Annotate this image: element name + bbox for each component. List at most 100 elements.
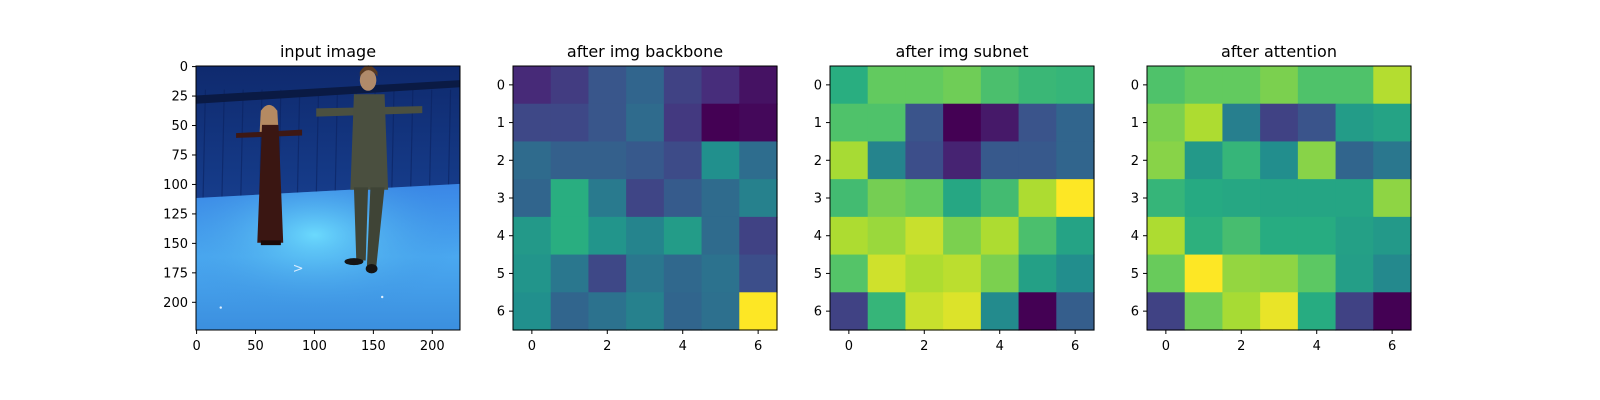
- heatmap-cell: [1184, 254, 1224, 293]
- panel-title: after attention: [1221, 42, 1337, 61]
- heatmap-cell: [550, 103, 590, 143]
- heatmap-cell: [1147, 103, 1186, 143]
- heatmap-cell: [701, 141, 740, 180]
- heatmap-cell: [943, 292, 982, 331]
- x-tick-label: 200: [420, 339, 445, 354]
- wall-fold: [296, 89, 301, 199]
- y-tick-label: 0: [497, 78, 505, 93]
- heatmap-cell: [830, 141, 869, 180]
- heatmap-cell: [663, 179, 703, 218]
- wall-fold: [202, 89, 207, 199]
- heatmap-cell: [1222, 216, 1261, 256]
- heatmap-cell: [588, 66, 627, 105]
- heatmap-cell: [1056, 141, 1095, 180]
- heatmap-cell: [626, 254, 665, 293]
- heatmap-cell: [1056, 66, 1095, 105]
- heatmap-cell: [1335, 216, 1374, 256]
- heatmap-cells: [1147, 66, 1412, 331]
- heatmap-cell: [1335, 103, 1374, 143]
- axes: 0 50 100 150 200 0 25 50 75 100 125 150 175 200: [163, 60, 461, 354]
- x-tick-label: 150: [361, 339, 386, 354]
- heatmap-cell: [513, 103, 552, 143]
- heatmap-cell: [1018, 103, 1057, 143]
- heatmap-cell: [1056, 292, 1095, 331]
- x-tick-label: 0: [192, 339, 200, 354]
- heatmap-cell: [1260, 141, 1299, 180]
- heatmap-cell: [905, 216, 944, 256]
- heatmap-cell: [905, 254, 944, 293]
- y-tick-label: 5: [497, 267, 505, 282]
- y-tick-label: 6: [814, 305, 822, 320]
- x-tick-label: 100: [302, 339, 327, 354]
- x-tick-label: 4: [1313, 339, 1321, 354]
- heatmap-cell: [1018, 179, 1057, 218]
- heatmap-cell: [1373, 216, 1412, 256]
- y-tick-label: 6: [497, 305, 505, 320]
- y-tick-label: 3: [1131, 192, 1139, 207]
- y-tick-label: 100: [163, 178, 188, 193]
- y-tick-label: 125: [163, 207, 188, 222]
- heatmap-cell: [1260, 179, 1299, 218]
- x-tick-label: 6: [1071, 339, 1079, 354]
- y-tick-label: 4: [497, 229, 505, 244]
- panel-after-attention: after attention 0 2 4 6 0 1 2 3 4 5 6: [1131, 42, 1412, 354]
- heatmap-cell: [1184, 66, 1224, 105]
- heatmap-cell: [739, 292, 778, 331]
- heatmap-cell: [1373, 292, 1412, 331]
- heatmap-cell: [1335, 254, 1374, 293]
- panel-after-img-backbone: after img backbone 0 2 4 6 0 1 2 3 4 5 6: [497, 42, 778, 354]
- panel-title: after img backbone: [567, 42, 723, 61]
- heatmap-cell: [1260, 216, 1299, 256]
- heatmap-cell: [980, 141, 1020, 180]
- heatmap-cell: [1184, 292, 1224, 331]
- heatmap-cell: [626, 66, 665, 105]
- y-tick-label: 3: [497, 192, 505, 207]
- heatmap-cell: [701, 66, 740, 105]
- y-tick-label: 5: [814, 267, 822, 282]
- y-tick-label: 2: [814, 154, 822, 169]
- x-tick-label: 2: [603, 339, 611, 354]
- heatmap-cell: [1184, 216, 1224, 256]
- heatmap-cell: [739, 103, 778, 143]
- y-tick-label: 2: [1131, 154, 1139, 169]
- heatmap-cell: [943, 103, 982, 143]
- panel-title: input image: [280, 42, 376, 61]
- heatmap-cell: [513, 216, 552, 256]
- heatmap-cell: [626, 141, 665, 180]
- heatmap-cell: [867, 179, 907, 218]
- heatmap-cells: [830, 66, 1095, 331]
- y-tick-label: 6: [1131, 305, 1139, 320]
- wall-fold: [315, 89, 320, 199]
- heatmap-cell: [626, 216, 665, 256]
- heatmap-cell: [739, 66, 778, 105]
- heatmap-cell: [867, 141, 907, 180]
- axes: 0 2 4 6 0 1 2 3 4 5 6: [814, 65, 1095, 354]
- heatmap-cell: [980, 179, 1020, 218]
- heatmap-cell: [830, 216, 869, 256]
- heatmap-cell: [588, 254, 627, 293]
- axes: 0 2 4 6 0 1 2 3 4 5 6: [1131, 65, 1412, 354]
- panel-after-img-subnet: after img subnet 0 2 4 6 0 1 2 3 4 5 6: [814, 42, 1095, 354]
- y-tick-label: 75: [171, 148, 188, 163]
- heatmap-cell: [1260, 66, 1299, 105]
- y-tick-label: 2: [497, 154, 505, 169]
- heatmap-cell: [701, 103, 740, 143]
- y-tick-label: 175: [163, 266, 188, 281]
- heatmap-cell: [943, 66, 982, 105]
- axes: 0 2 4 6 0 1 2 3 4 5 6: [497, 65, 778, 354]
- heatmap-cell: [905, 141, 944, 180]
- heatmap-cell: [739, 179, 778, 218]
- heatmap-cell: [588, 103, 627, 143]
- heatmap-cell: [1297, 141, 1337, 180]
- heatmap-cell: [905, 66, 944, 105]
- x-tick-label: 0: [1162, 339, 1170, 354]
- heatmap-cell: [701, 179, 740, 218]
- y-tick-label: 0: [1131, 78, 1139, 93]
- wall-fold: [428, 89, 433, 199]
- heatmap-cell: [1373, 254, 1412, 293]
- heatmap-cell: [1147, 66, 1186, 105]
- person-left: [236, 104, 303, 246]
- heatmap-cell: [588, 216, 627, 256]
- heatmap-cell: [1056, 216, 1095, 256]
